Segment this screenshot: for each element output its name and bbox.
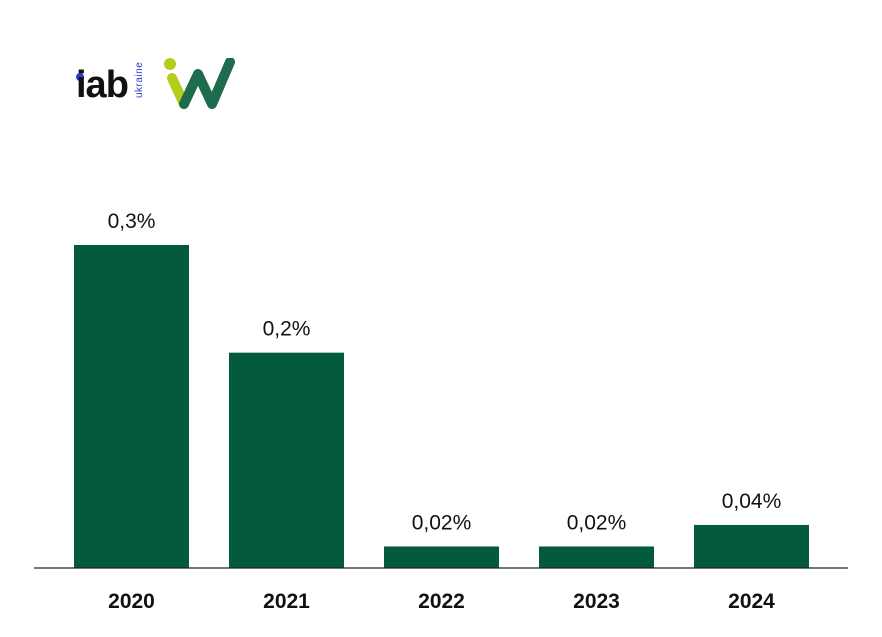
category-labels: 2020 2021 2022 2023 2024 (108, 590, 775, 613)
bar-2023 (539, 546, 654, 568)
category-label-2023: 2023 (573, 590, 620, 613)
bar-2024 (694, 524, 809, 568)
value-labels: 0,3% 0,2% 0,02% 0,02% 0,04% (108, 210, 782, 534)
category-label-2022: 2022 (418, 590, 465, 613)
bar-2020 (74, 245, 189, 568)
bar-2022 (384, 546, 499, 568)
value-label-2022: 0,02% (412, 511, 472, 534)
iw-logo-icon (164, 58, 235, 109)
bar-2021 (229, 352, 344, 568)
value-label-2023: 0,02% (567, 511, 627, 534)
logos: iab ukraine (72, 40, 242, 110)
value-label-2021: 0,2% (263, 318, 311, 341)
category-label-2024: 2024 (728, 590, 775, 613)
bars (74, 245, 809, 568)
category-label-2020: 2020 (108, 590, 155, 613)
value-label-2020: 0,3% (108, 210, 156, 233)
iab-logo: iab (76, 64, 129, 106)
iab-dot-icon (76, 73, 84, 81)
category-label-2021: 2021 (263, 590, 310, 613)
value-label-2024: 0,04% (722, 490, 782, 513)
